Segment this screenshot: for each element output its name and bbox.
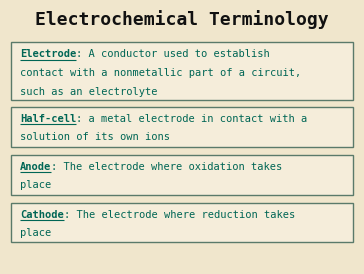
FancyBboxPatch shape — [11, 107, 353, 147]
FancyBboxPatch shape — [11, 203, 353, 242]
Text: such as an electrolyte: such as an electrolyte — [20, 87, 158, 96]
Text: Anode: Anode — [20, 162, 51, 172]
Text: : A conductor used to establish: : A conductor used to establish — [76, 49, 270, 59]
Text: Cathode: Cathode — [20, 210, 64, 219]
Text: Electrochemical Terminology: Electrochemical Terminology — [35, 10, 329, 28]
Text: Half-cell: Half-cell — [20, 114, 76, 124]
Text: contact with a nonmetallic part of a circuit,: contact with a nonmetallic part of a cir… — [20, 68, 301, 78]
Text: : a metal electrode in contact with a: : a metal electrode in contact with a — [76, 114, 308, 124]
Text: place: place — [20, 180, 51, 190]
Text: Electrode: Electrode — [20, 49, 76, 59]
Text: : The electrode where reduction takes: : The electrode where reduction takes — [64, 210, 295, 219]
FancyBboxPatch shape — [11, 42, 353, 100]
Text: place: place — [20, 228, 51, 238]
Text: solution of its own ions: solution of its own ions — [20, 132, 170, 142]
FancyBboxPatch shape — [11, 155, 353, 195]
Text: : The electrode where oxidation takes: : The electrode where oxidation takes — [51, 162, 282, 172]
